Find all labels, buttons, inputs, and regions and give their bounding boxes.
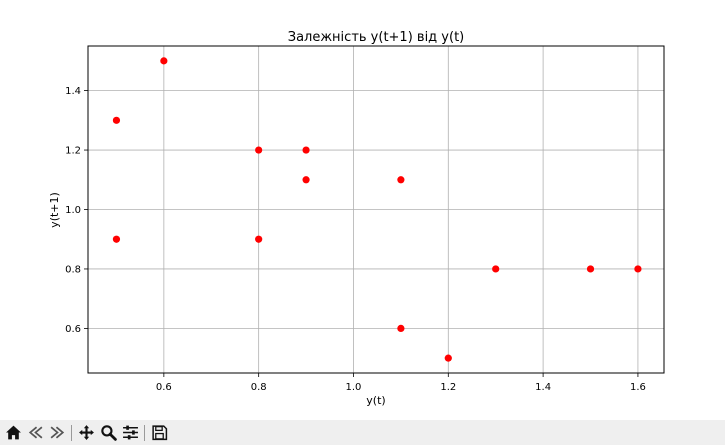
pan-button[interactable]	[75, 422, 97, 444]
data-point	[586, 265, 595, 273]
axis-ticks: 0.6 0.8 1.0 1.2 1.4 1.6 0.6 0.8 1.0 1.2 1.4	[65, 86, 646, 393]
configure-button[interactable]	[119, 422, 141, 444]
data-point	[397, 176, 405, 184]
save-button[interactable]	[148, 422, 170, 444]
pan-icon	[78, 425, 94, 440]
y-tick-label: 1.2	[65, 146, 81, 157]
x-tick-label: 1.0	[346, 382, 362, 393]
data-point	[302, 146, 310, 154]
data-point	[397, 324, 405, 333]
y-tick-label: 0.8	[65, 264, 81, 275]
toolbar-separator	[144, 424, 145, 441]
back-icon	[28, 426, 42, 439]
plot-frame	[87, 45, 665, 374]
home-icon	[5, 425, 21, 440]
x-tick-label: 0.6	[156, 382, 172, 393]
data-point	[160, 57, 168, 65]
x-tick-label: 0.8	[251, 382, 267, 393]
y-tick-label: 0.6	[65, 324, 81, 335]
toolbar-separator	[71, 424, 72, 441]
data-point	[302, 176, 310, 184]
x-tick-label: 1.4	[535, 382, 551, 393]
home-button[interactable]	[2, 422, 24, 444]
navigation-toolbar	[0, 420, 725, 445]
x-axis-label: y(t)	[366, 394, 385, 407]
save-icon	[151, 425, 167, 441]
y-tick-label: 1.4	[65, 86, 81, 97]
zoom-icon	[100, 425, 117, 441]
data-point	[634, 265, 642, 273]
configure-icon	[122, 425, 138, 440]
chart-title: Залежність y(t+1) від y(t)	[288, 30, 465, 45]
y-tick-label: 1.0	[65, 205, 81, 216]
y-axis-label: y(t+1)	[48, 192, 61, 228]
data-point	[255, 146, 263, 154]
data-points	[112, 57, 642, 362]
data-point	[112, 235, 121, 243]
back-button[interactable]	[24, 422, 46, 444]
data-point	[112, 116, 121, 124]
data-point	[492, 265, 500, 273]
x-tick-label: 1.6	[630, 382, 646, 393]
grid-lines	[88, 46, 664, 373]
data-point	[255, 235, 263, 243]
forward-button[interactable]	[46, 422, 68, 444]
zoom-button[interactable]	[97, 422, 119, 444]
data-point	[444, 354, 452, 362]
x-tick-label: 1.2	[440, 382, 456, 393]
forward-icon	[50, 426, 64, 439]
chart-figure: Залежність y(t+1) від y(t) 0.6 0.8 1.0 1.2 1…	[48, 30, 665, 407]
